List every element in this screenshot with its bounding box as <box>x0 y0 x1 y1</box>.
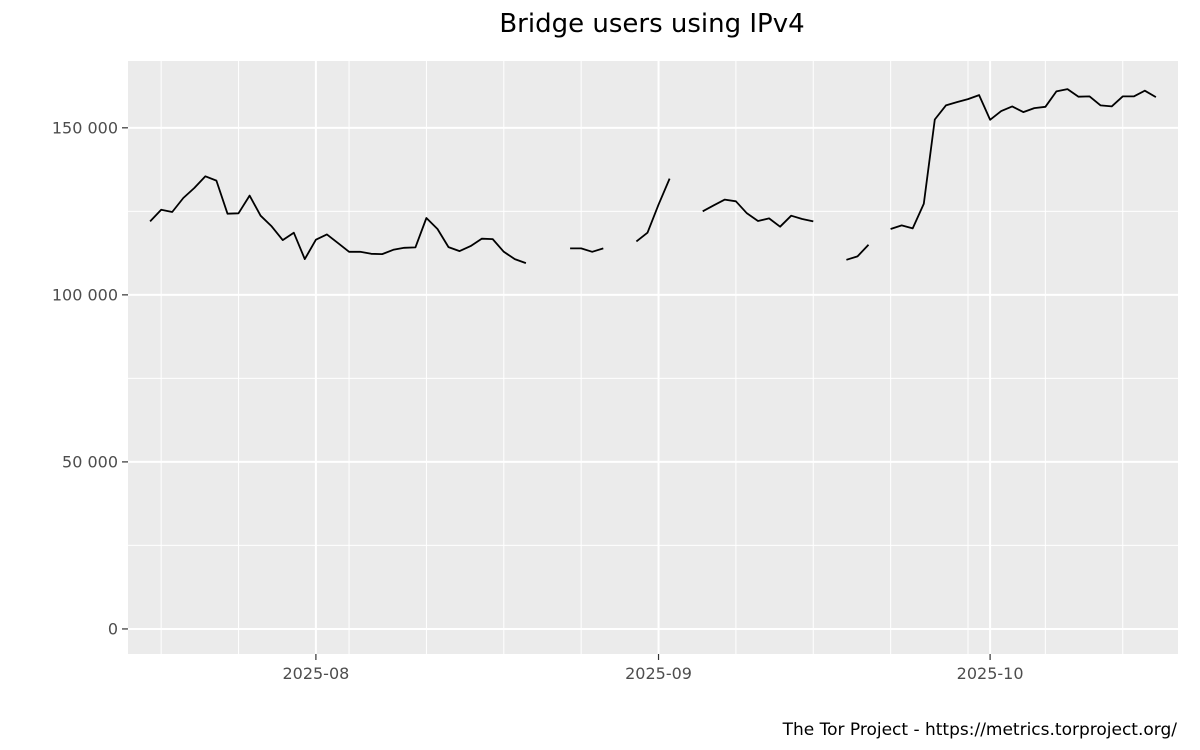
series-line-segment <box>702 198 814 228</box>
y-tick-label: 100 000 <box>52 285 118 304</box>
major-gridlines <box>128 61 1178 654</box>
y-tick-label: 0 <box>108 619 118 638</box>
x-tick-label: 2025-08 <box>282 664 349 683</box>
plot-panel <box>128 61 1178 654</box>
series-line-segment <box>635 178 671 243</box>
y-axis: 0 50 000 100 000 150 000 <box>52 118 128 638</box>
minor-gridlines <box>128 61 1178 654</box>
series-line-segment <box>570 247 604 253</box>
series-line-segment <box>890 88 1157 230</box>
series-line-segment <box>149 175 527 264</box>
series-line-segment <box>846 244 870 261</box>
chart-title: Bridge users using IPv4 <box>499 9 804 39</box>
x-tick-label: 2025-10 <box>957 664 1024 683</box>
x-tick-label: 2025-09 <box>625 664 692 683</box>
series-layer <box>149 88 1157 264</box>
y-tick-label: 150 000 <box>52 118 118 137</box>
x-axis: 2025-08 2025-09 2025-10 <box>282 654 1024 683</box>
y-tick-label: 50 000 <box>62 452 118 471</box>
chart-caption: The Tor Project - https://metrics.torpro… <box>782 720 1178 740</box>
